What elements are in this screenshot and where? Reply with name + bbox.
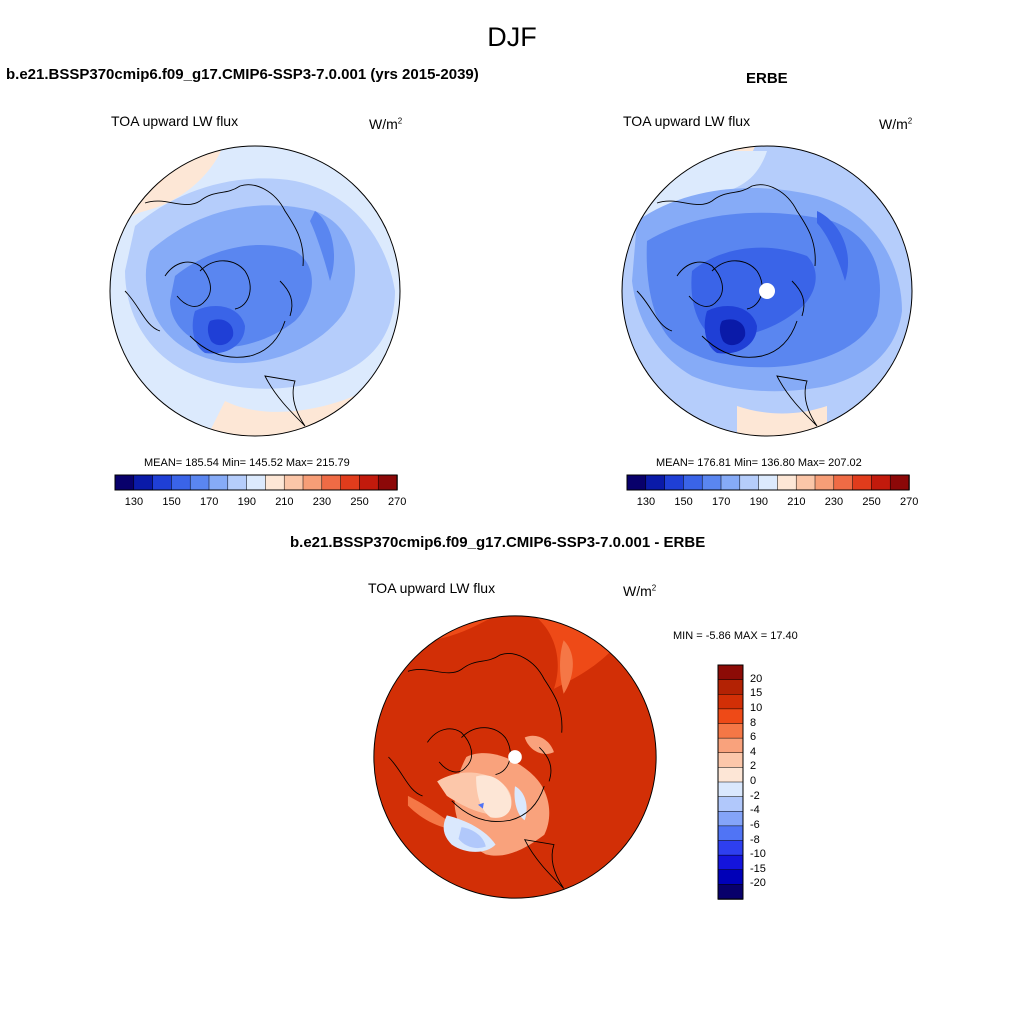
model-colorbar bbox=[114, 474, 398, 491]
colorbar-tick-label: -2 bbox=[750, 789, 760, 802]
colorbar-cell bbox=[717, 723, 744, 739]
colorbar-tick-label: 10 bbox=[750, 701, 763, 714]
colorbar-tick-label: -6 bbox=[750, 818, 760, 831]
colorbar-tick-label: -15 bbox=[750, 862, 766, 875]
colorbar-cell bbox=[717, 708, 744, 725]
colorbar-tick-label: 190 bbox=[749, 496, 768, 508]
figure-title: DJF bbox=[487, 22, 537, 52]
colorbar-cell bbox=[777, 474, 797, 491]
colorbar-tick-label: 190 bbox=[237, 496, 256, 508]
colorbar-cell bbox=[227, 474, 248, 491]
colorbar-tick-label: 250 bbox=[350, 496, 369, 508]
colorbar-cell bbox=[717, 694, 744, 710]
colorbar-cell bbox=[359, 474, 379, 491]
colorbar-cell bbox=[717, 840, 744, 856]
obs-variable-label: TOA upward LW flux bbox=[623, 113, 751, 129]
diff-panel-title: b.e21.BSSP370cmip6.f09_g17.CMIP6-SSP3-7.… bbox=[290, 534, 706, 551]
diff-unit-label: W/m2 bbox=[623, 583, 657, 599]
colorbar-cell bbox=[717, 811, 744, 827]
colorbar-cell bbox=[717, 884, 744, 900]
colorbar-cell bbox=[340, 474, 361, 491]
model-panel-title: b.e21.BSSP370cmip6.f09_g17.CMIP6-SSP3-7.… bbox=[6, 66, 479, 83]
colorbar-tick-label: 6 bbox=[750, 731, 757, 744]
colorbar-cell bbox=[833, 474, 854, 491]
colorbar-cell bbox=[717, 796, 744, 812]
colorbar-cell bbox=[683, 474, 703, 491]
colorbar-cell bbox=[208, 474, 229, 491]
colorbar-cell bbox=[265, 474, 285, 491]
colorbar-tick-label: 8 bbox=[750, 716, 757, 729]
colorbar-cell bbox=[283, 474, 304, 491]
colorbar-cell bbox=[717, 767, 744, 783]
colorbar-cell bbox=[377, 474, 398, 491]
colorbar-tick-label: 230 bbox=[312, 496, 332, 508]
diff-colorbar bbox=[717, 664, 744, 900]
colorbar-cell bbox=[701, 474, 722, 491]
obs-panel-title: ERBE bbox=[746, 70, 788, 87]
model-colorbar-ticks: 130 150 170 190 210 230 250 270 bbox=[115, 496, 407, 510]
colorbar-cell bbox=[795, 474, 816, 491]
colorbar-cell bbox=[871, 474, 891, 491]
model-unit-label: W/m2 bbox=[369, 116, 403, 132]
diff-min-max: MIN = -5.86 MAX = 17.40 bbox=[673, 630, 798, 642]
colorbar-cell bbox=[114, 474, 135, 491]
colorbar-cell bbox=[664, 474, 685, 491]
colorbar-cell bbox=[717, 737, 744, 754]
model-variable-label: TOA upward LW flux bbox=[111, 113, 239, 129]
colorbar-cell bbox=[626, 474, 647, 491]
colorbar-cell bbox=[758, 474, 779, 491]
model-stats: MEAN= 185.54 Min= 145.52 Max= 215.79 bbox=[144, 457, 350, 469]
colorbar-cell bbox=[717, 869, 744, 886]
colorbar-tick-label: 150 bbox=[674, 496, 693, 508]
colorbar-tick-label: -10 bbox=[750, 848, 766, 861]
diff-polar-map bbox=[373, 615, 657, 899]
obs-polar-map bbox=[621, 145, 913, 437]
colorbar-cell bbox=[720, 474, 741, 491]
obs-unit-label: W/m2 bbox=[879, 116, 913, 132]
obs-colorbar bbox=[626, 474, 910, 491]
colorbar-cell bbox=[133, 474, 154, 491]
colorbar-tick-label: -8 bbox=[750, 833, 760, 846]
model-polar-map bbox=[109, 145, 401, 437]
colorbar-cell bbox=[189, 474, 210, 491]
colorbar-cell bbox=[717, 679, 744, 695]
colorbar-cell bbox=[717, 752, 744, 769]
diff-variable-label: TOA upward LW flux bbox=[368, 580, 496, 596]
colorbar-tick-label: 130 bbox=[636, 496, 656, 508]
diff-colorbar-labels: 20 15 10 8 6 4 2 0 -2 -4 -6 -8 -10 -15 -20 bbox=[750, 665, 790, 899]
colorbar-cell bbox=[152, 474, 173, 491]
colorbar-cell bbox=[717, 664, 744, 681]
obs-stats: MEAN= 176.81 Min= 136.80 Max= 207.02 bbox=[656, 457, 862, 469]
colorbar-tick-label: 210 bbox=[787, 496, 806, 508]
colorbar-tick-label: -4 bbox=[750, 804, 760, 817]
colorbar-cell bbox=[717, 781, 744, 798]
colorbar-tick-label: 15 bbox=[750, 687, 763, 700]
colorbar-tick-label: 2 bbox=[750, 760, 757, 773]
colorbar-tick-label: 250 bbox=[862, 496, 881, 508]
colorbar-cell bbox=[171, 474, 191, 491]
colorbar-tick-label: 170 bbox=[712, 496, 731, 508]
colorbar-tick-label: 130 bbox=[124, 496, 144, 508]
colorbar-tick-label: 270 bbox=[900, 496, 919, 508]
colorbar-tick-label: 4 bbox=[750, 745, 757, 758]
colorbar-tick-label: 170 bbox=[200, 496, 219, 508]
colorbar-cell bbox=[302, 474, 323, 491]
colorbar-cell bbox=[717, 825, 744, 842]
colorbar-cell bbox=[645, 474, 666, 491]
colorbar-cell bbox=[814, 474, 835, 491]
colorbar-tick-label: 210 bbox=[275, 496, 294, 508]
colorbar-tick-label: -20 bbox=[750, 877, 766, 890]
colorbar-tick-label: 0 bbox=[750, 775, 757, 787]
colorbar-cell bbox=[739, 474, 760, 491]
colorbar-cell bbox=[889, 474, 910, 491]
colorbar-tick-label: 230 bbox=[824, 496, 844, 508]
colorbar-cell bbox=[321, 474, 342, 491]
colorbar-cell bbox=[852, 474, 873, 491]
obs-colorbar-ticks: 130 150 170 190 210 230 250 270 bbox=[627, 496, 919, 510]
colorbar-tick-label: 270 bbox=[388, 496, 407, 508]
colorbar-tick-label: 20 bbox=[750, 672, 763, 685]
colorbar-tick-label: 150 bbox=[162, 496, 181, 508]
colorbar-cell bbox=[246, 474, 267, 491]
colorbar-cell bbox=[717, 854, 744, 871]
